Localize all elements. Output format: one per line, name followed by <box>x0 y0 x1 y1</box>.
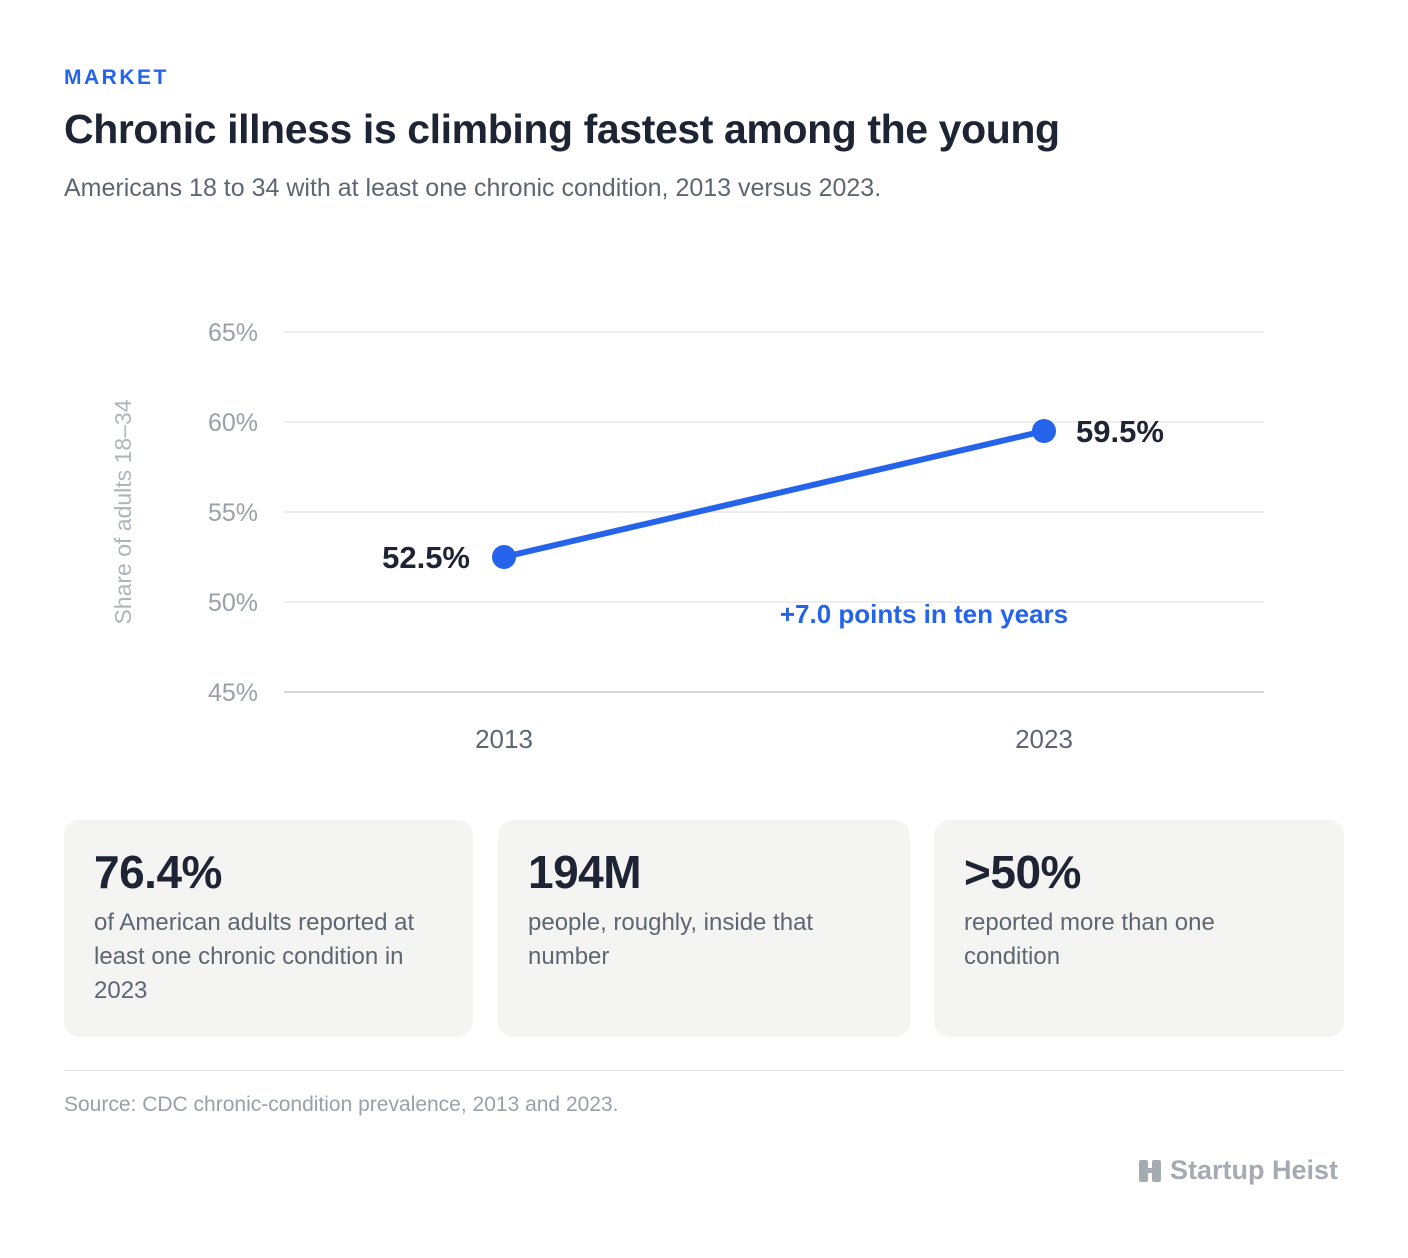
stat-description: people, roughly, inside that number <box>528 909 814 970</box>
footer-divider <box>64 1070 1344 1071</box>
stat-card: 76.4% of American adults reported at lea… <box>64 820 473 1037</box>
stat-card: >50% reported more than one condition <box>934 820 1344 1037</box>
data-label: 59.5% <box>1076 414 1164 449</box>
stat-value: 76.4% <box>94 846 222 898</box>
stat-value: 194M <box>528 846 642 898</box>
y-axis-label: Share of adults 18–34 <box>110 399 136 624</box>
stat-card: 194M people, roughly, inside that number <box>498 820 910 1037</box>
stat-cards: 76.4% of American adults reported at lea… <box>64 820 1344 1037</box>
kicker: MARKET <box>64 66 169 89</box>
data-label: 52.5% <box>382 540 470 575</box>
brand-logo: Startup Heist <box>1138 1155 1338 1186</box>
chart-annotation: +7.0 points in ten years <box>780 599 1068 629</box>
page-subtitle: Americans 18 to 34 with at least one chr… <box>64 174 882 202</box>
stat-description: of American adults reported at least one… <box>94 909 415 1004</box>
x-tick-label: 2023 <box>1015 724 1073 754</box>
brand-name: Startup Heist <box>1169 1155 1338 1185</box>
series-line <box>501 428 1047 560</box>
building-icon <box>1138 1159 1162 1183</box>
line-chart: 65% 60% 55% 50% 45% Share of adults 18–34 2013… <box>110 319 1264 754</box>
y-tick-label: 55% <box>208 499 258 527</box>
source-note: Source: CDC chronic-condition prevalence… <box>64 1093 619 1116</box>
page-title: Chronic illness is climbing fastest amon… <box>64 106 1060 152</box>
y-tick-label: 50% <box>208 589 258 617</box>
x-tick-label: 2013 <box>475 724 533 754</box>
y-tick-label: 65% <box>208 319 258 347</box>
y-tick-label: 45% <box>208 679 258 707</box>
stat-value: >50% <box>964 846 1081 898</box>
data-point <box>1032 419 1056 443</box>
y-tick-label: 60% <box>208 409 258 437</box>
stat-description: reported more than one condition <box>964 909 1215 970</box>
data-point <box>492 545 516 569</box>
